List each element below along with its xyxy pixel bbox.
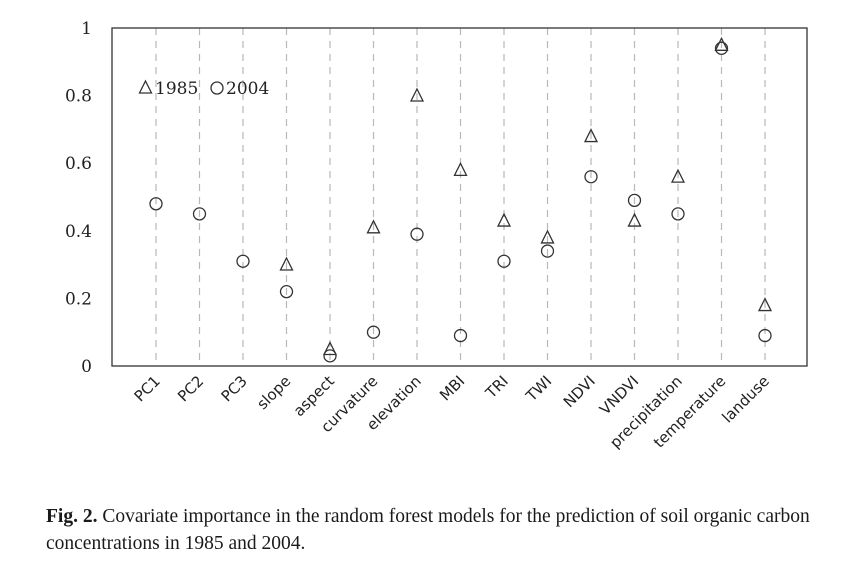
caption-text: Covariate importance in the random fores… [46,506,810,554]
legend: 1985 2004 [138,79,269,99]
point-2004-circle [758,328,772,343]
legend-label-2004: 2004 [226,79,269,99]
point-2004-circle [366,325,381,339]
y-tick-label: 1 [81,19,92,39]
point-1985-triangle [540,229,555,244]
point-2004-circle [540,244,555,258]
point-1985-triangle [366,219,381,234]
point-1985-triangle [453,161,468,177]
point-1985-triangle [583,128,599,143]
point-2004-circle [671,207,685,221]
point-2004-circle [410,227,424,241]
point-1985-triangle [627,212,642,227]
point-2004-circle [714,41,729,55]
point-1985-triangle [322,341,338,356]
x-tick-label: PC3 [218,372,251,405]
x-tick-label: PC1 [131,372,164,405]
x-tick-label: NDVI [560,372,599,411]
point-1985-triangle [409,87,425,102]
point-1985-triangle [279,256,294,271]
legend-label-1985: 1985 [155,79,198,99]
y-tick-label: 0.2 [65,289,92,309]
point-1985-triangle [714,36,729,51]
plot-area-border [111,27,808,367]
caption-label: Fig. 2. [46,506,98,527]
point-2004-circle [236,254,250,268]
x-tick-label: PC2 [174,372,207,405]
x-tick-label: TWI [522,372,556,406]
point-2004-circle [453,328,468,343]
y-tick-label: 0.8 [65,87,92,107]
x-tick-label: MBI [436,372,468,404]
legend-circle-marker [210,81,224,95]
point-2004-circle [279,284,294,299]
x-tick-label: slope [253,372,294,413]
scatter-chart: 00.20.40.60.81 PC1 PC2 PC3 slopeaspectcurva… [65,19,808,452]
point-2004-circle [497,254,511,268]
y-axis-ticks: 0 0.2 0.4 0.6 0.8 1 [65,19,92,377]
point-2004-circle [149,197,163,211]
point-1985-triangle [670,168,686,183]
point-1985-triangle [496,212,512,227]
y-tick-label: 0.4 [65,222,92,242]
point-1985-triangle [757,297,773,312]
y-tick-label: 0.6 [65,154,92,174]
x-tick-label: landuse [718,372,772,426]
y-tick-label: 0 [81,357,92,377]
data-points [149,36,773,363]
legend-triangle-marker [138,79,153,94]
figure-caption: Fig. 2. Covariate importance in the rand… [46,503,836,557]
x-tick-label: TRI [481,372,511,402]
grid-lines [155,28,766,366]
point-2004-circle [323,349,337,363]
point-2004-circle [627,193,642,208]
point-2004-circle [192,207,207,221]
point-2004-circle [584,170,598,184]
